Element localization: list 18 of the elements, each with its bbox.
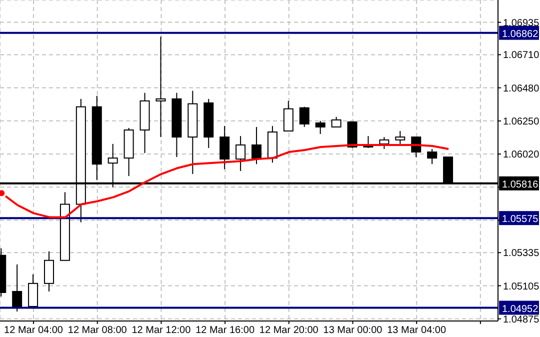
x-tick-label: 12 Mar 16:00 xyxy=(196,325,255,336)
y-tick-label: 1.06710 xyxy=(503,50,540,62)
ref-line-label: 1.05575 xyxy=(502,214,539,226)
x-tick-label: 12 Mar 04:00 xyxy=(4,325,64,336)
y-tick-label: 1.04875 xyxy=(503,314,540,326)
ref-line-label: 1.06862 xyxy=(502,28,539,40)
x-tick-label: 12 Mar 12:00 xyxy=(132,325,192,336)
x-tick-label: 13 Mar 04:00 xyxy=(387,325,446,336)
y-tick-label: 1.06250 xyxy=(503,116,540,128)
ref-line-label: 1.05816 xyxy=(502,179,539,190)
ref-line-label: 1.04952 xyxy=(502,304,539,315)
y-tick-label: 1.06020 xyxy=(503,150,540,161)
y-tick-label: 1.05335 xyxy=(503,248,540,260)
x-tick-label: 12 Mar 08:00 xyxy=(68,325,128,336)
y-tick-label: 1.06480 xyxy=(503,83,540,94)
x-tick-label: 12 Mar 20:00 xyxy=(259,325,319,336)
y-tick-label: 1.05105 xyxy=(503,281,540,292)
x-tick-label: 13 Mar 00:00 xyxy=(323,325,383,336)
